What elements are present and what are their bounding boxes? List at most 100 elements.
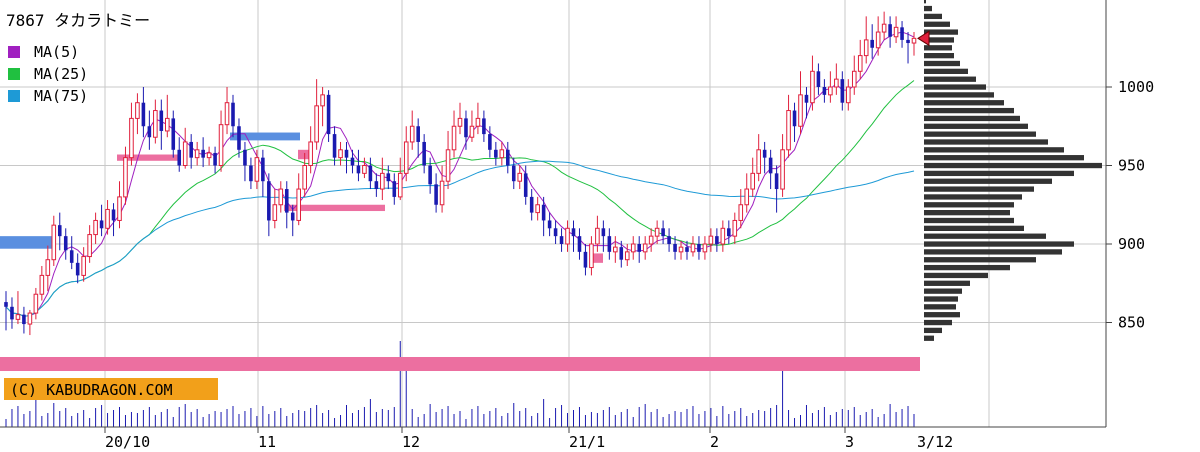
candle-body-down [482, 118, 486, 135]
candle-body-up [475, 117, 481, 127]
candle [397, 157, 403, 201]
candle [881, 11, 887, 40]
legend-item: MA(75) [8, 87, 88, 105]
candle-body-up [845, 86, 851, 104]
candle-body-down [368, 165, 373, 182]
candle-body-up [780, 149, 785, 190]
candle [715, 228, 719, 252]
price-band [0, 236, 52, 249]
candle [141, 87, 146, 138]
candle [189, 134, 193, 169]
profile-bar [924, 45, 952, 51]
candle-body-up [702, 243, 708, 253]
candle [863, 16, 869, 64]
legend-item: MA(25) [8, 65, 88, 83]
candle-body-up [33, 293, 39, 314]
x-tick-label: 20/10 [105, 433, 150, 451]
candle [505, 141, 510, 174]
candle-body-down [762, 149, 767, 158]
candle [409, 110, 415, 150]
candle [732, 212, 738, 244]
candle-body-down [488, 134, 492, 150]
candle-body-down [553, 228, 558, 237]
candle [828, 71, 833, 103]
candle [619, 240, 624, 268]
candle-body-down [243, 149, 247, 166]
candle [117, 181, 122, 229]
candle-body-down [607, 236, 612, 252]
candle [249, 157, 253, 190]
candle [386, 165, 391, 190]
candle [261, 149, 265, 197]
candle-body-up [678, 246, 684, 253]
candle-body-up [738, 204, 744, 221]
candle-body-up [613, 246, 618, 253]
candle-body-down [583, 251, 588, 268]
candle-body-down [529, 196, 534, 213]
candle [642, 236, 648, 260]
candle [75, 253, 80, 284]
candle [720, 220, 726, 252]
candle [290, 204, 295, 237]
candle-body-up [105, 208, 110, 229]
candle [457, 102, 463, 135]
candle-body-down [464, 118, 468, 138]
candle-body-up [499, 149, 505, 159]
candle-body-down [685, 247, 689, 252]
candle-body-down [10, 306, 14, 320]
legend-item: MA(5) [8, 43, 79, 61]
candle [690, 236, 696, 257]
profile-bar [924, 288, 962, 294]
candle [374, 173, 379, 197]
candle-body-up [881, 23, 887, 33]
candle-body-down [267, 181, 271, 221]
candle [182, 127, 188, 169]
candle-body-up [851, 70, 857, 88]
candle-body-down [577, 236, 582, 252]
candle-body-up [565, 227, 570, 245]
candle [810, 55, 815, 111]
candle [607, 228, 612, 260]
profile-bar [924, 210, 1010, 216]
candle-body-up [296, 188, 302, 221]
candle-body-down [141, 102, 146, 127]
candle-body-down [171, 118, 176, 150]
candle [708, 228, 714, 252]
profile-bar [924, 296, 958, 302]
candle-body-up [278, 188, 284, 206]
profile-bar [924, 107, 1014, 114]
candle [851, 55, 857, 95]
candle [129, 102, 134, 166]
candle [4, 291, 8, 331]
candle [762, 141, 767, 174]
candle-body-up [182, 141, 188, 166]
candle-body-up [397, 172, 403, 198]
candle-body-down [601, 228, 606, 237]
watermark-text: (C) KABUDRAGON.COM [10, 381, 173, 399]
candle-body-down [511, 165, 516, 182]
candle [893, 16, 899, 44]
candle [63, 228, 68, 260]
x-tick-label: 2 [710, 433, 719, 451]
price-band [593, 253, 603, 263]
candle-body-up [893, 26, 899, 38]
candle [434, 173, 438, 213]
candle [15, 291, 21, 325]
legend-swatch [8, 68, 20, 80]
candle [111, 203, 116, 237]
candle-body-down [900, 27, 904, 40]
candle-body-up [45, 259, 51, 276]
candle [630, 236, 636, 260]
candle-body-down [434, 184, 438, 205]
candle [499, 141, 505, 166]
candle-body-down [888, 24, 892, 37]
x-axis: 20/10 11 12 21/1 2 3 3/12 [104, 427, 953, 451]
profile-bar [924, 257, 1036, 263]
candle [350, 149, 355, 174]
candle [445, 130, 451, 190]
candle [237, 118, 241, 158]
candle [218, 110, 224, 172]
candle-body-down [356, 165, 361, 174]
candle-body-up [732, 219, 738, 237]
candle [857, 39, 863, 80]
